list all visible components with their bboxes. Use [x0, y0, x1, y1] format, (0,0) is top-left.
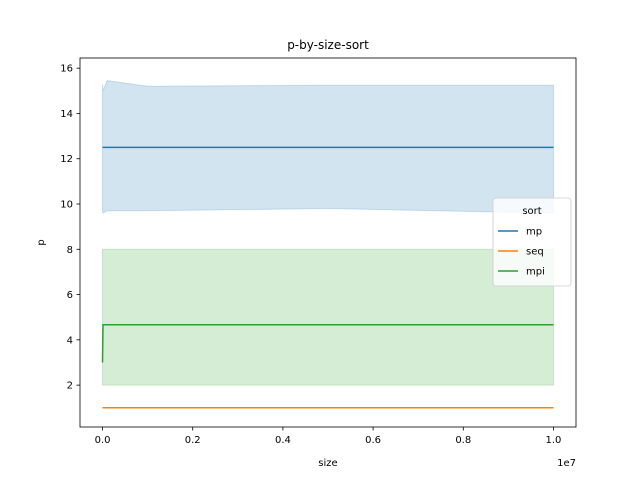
x-axis: 0.0 0.2 0.4 0.6 0.8 1.0 [95, 427, 562, 446]
y-tick-label: 8 [67, 245, 73, 256]
legend-label-seq: seq [526, 247, 544, 258]
x-tick-label: 0.4 [275, 435, 291, 446]
legend-label-mp: mp [526, 227, 542, 238]
axes-frame [79, 57, 577, 428]
x-tick-label: 0.0 [95, 435, 111, 446]
x-tick-label: 1.0 [546, 435, 562, 446]
x-axis-offset-label: 1e7 [557, 458, 576, 469]
y-tick-label: 10 [60, 200, 73, 211]
x-tick-label: 0.2 [185, 435, 201, 446]
y-axis: 2 4 6 8 10 12 14 16 [60, 64, 80, 392]
legend-title: sort [522, 206, 541, 217]
y-tick-label: 16 [60, 64, 73, 75]
series-line-mpi [101, 323, 554, 363]
legend: sort mp seq mpi [492, 197, 572, 287]
legend-label-mpi: mpi [526, 267, 545, 278]
series-band-mpi [102, 248, 554, 386]
x-axis-label: size [318, 458, 337, 469]
y-tick-label: 14 [60, 109, 73, 120]
y-tick-label: 2 [67, 381, 73, 392]
y-tick-label: 12 [60, 154, 73, 165]
y-axis-label: p [36, 239, 47, 245]
chart-title: p-by-size-sort [287, 38, 369, 52]
legend-box [492, 197, 572, 287]
y-tick-label: 4 [67, 335, 73, 346]
y-tick-label: 6 [67, 290, 73, 301]
x-tick-label: 0.8 [455, 435, 471, 446]
x-tick-label: 0.6 [365, 435, 381, 446]
